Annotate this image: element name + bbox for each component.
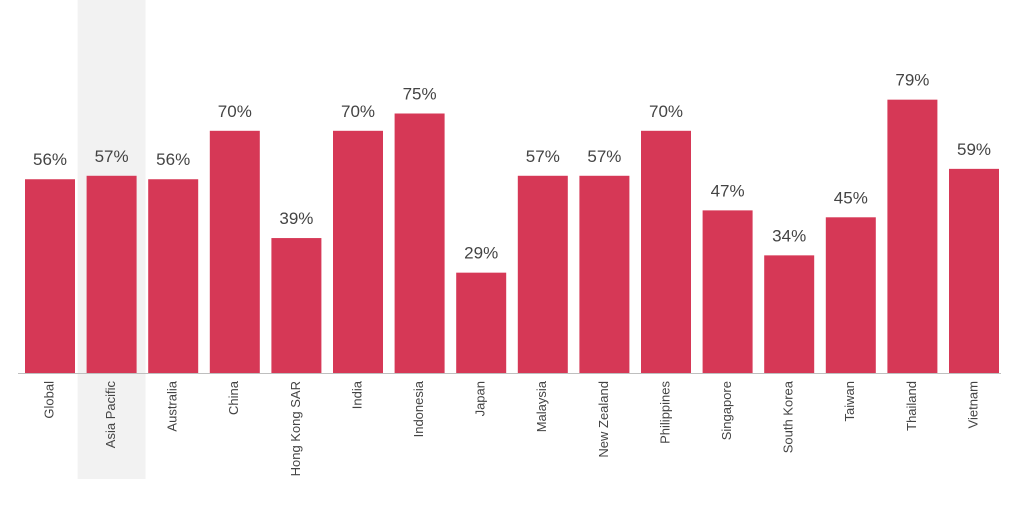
value-label-japan: 29% [464, 244, 498, 263]
bar-philippines [641, 130, 691, 373]
category-label-malaysia: Malaysia [534, 380, 549, 432]
bar-south-korea [764, 255, 815, 373]
category-label-global: Global [41, 381, 56, 419]
bar-china [209, 130, 260, 373]
bar-india [333, 130, 383, 373]
value-label-global: 56% [33, 150, 67, 169]
category-label-taiwan: Taiwan [842, 381, 857, 421]
value-labels-layer: 56% 57% 56% 70% 39% 70% 75% 29% 57% 57% 70% 47% 34% 4… [33, 71, 991, 263]
value-label-philippines: 70% [649, 102, 683, 121]
value-label-vietnam: 59% [957, 140, 991, 159]
category-label-south-korea: South Korea [781, 380, 796, 453]
value-label-china: 70% [218, 102, 252, 121]
category-label-china: China [226, 380, 241, 415]
bar-indonesia [394, 113, 445, 373]
value-label-australia: 56% [156, 150, 190, 169]
category-label-hong-kong-sar: Hong Kong SAR [288, 381, 303, 476]
category-label-indonesia: Indonesia [411, 380, 426, 437]
value-label-asia-pacific: 57% [95, 147, 129, 166]
category-labels-layer: Global Asia Pacific Australia China Hong Kon… [41, 380, 980, 476]
category-label-japan: Japan [473, 381, 488, 416]
category-label-philippines: Philippines [657, 381, 672, 444]
bars-layer [25, 99, 999, 373]
category-label-india: India [349, 380, 364, 409]
bar-taiwan [825, 217, 876, 373]
value-label-hong-kong-sar: 39% [279, 209, 313, 228]
category-label-vietnam: Vietnam [965, 381, 980, 428]
value-label-india: 70% [341, 102, 375, 121]
bar-australia [148, 179, 199, 373]
bar-singapore [702, 210, 753, 373]
category-label-new-zealand: New Zealand [596, 381, 611, 458]
category-label-thailand: Thailand [904, 381, 919, 431]
bar-global [25, 179, 75, 373]
bar-hong-kong-sar [271, 238, 322, 373]
bar-vietnam [949, 168, 999, 373]
value-label-malaysia: 57% [526, 147, 560, 166]
value-label-indonesia: 75% [403, 85, 437, 104]
bar-thailand [887, 99, 938, 373]
bar-malaysia [517, 175, 568, 373]
category-label-singapore: Singapore [719, 381, 734, 440]
value-label-taiwan: 45% [834, 188, 868, 207]
value-label-thailand: 79% [895, 71, 929, 90]
category-label-asia-pacific: Asia Pacific [103, 381, 118, 449]
category-label-australia: Australia [165, 380, 180, 431]
value-label-south-korea: 34% [772, 226, 806, 245]
value-label-singapore: 47% [711, 181, 745, 200]
bar-japan [456, 272, 507, 373]
value-label-new-zealand: 57% [587, 147, 621, 166]
bar-asia-pacific [86, 175, 137, 373]
bar-new-zealand [579, 175, 630, 373]
